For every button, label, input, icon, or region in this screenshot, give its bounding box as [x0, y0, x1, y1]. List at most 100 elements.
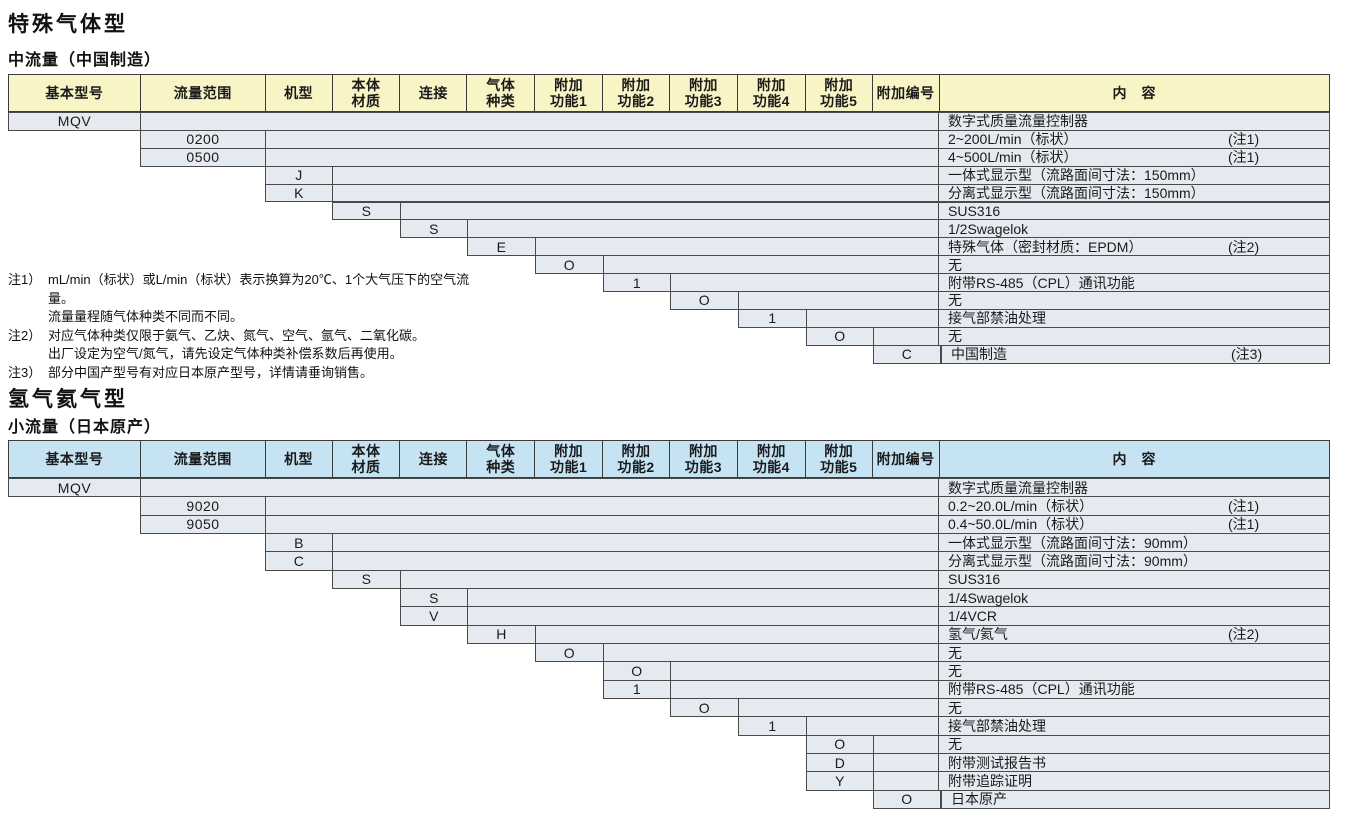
content-text: 附带RS-485（CPL）通讯功能 [948, 274, 1135, 291]
column-header: 附加 功能4 [738, 441, 806, 477]
content-text: 无 [948, 328, 962, 345]
model-code-cell: O [874, 790, 941, 808]
model-code-cell: V [401, 607, 468, 625]
content-cell: 1/4VCR [939, 607, 1329, 624]
column-header: 附加 功能2 [603, 75, 670, 111]
column-header: 附加编号 [873, 75, 940, 111]
row-filler [333, 533, 939, 552]
row-filler [401, 202, 939, 220]
row-filler [333, 166, 939, 184]
content-text: 附带RS-485（CPL）通讯功能 [948, 681, 1135, 698]
model-code-cell: D [807, 753, 874, 772]
footnote-text: 部分中国产型号有对应日本原产型号，详情请垂询销售。 [48, 364, 374, 380]
content-text: 4~500L/min（标状） [948, 149, 1078, 166]
row-filler [468, 607, 939, 625]
table-row: C 分离式显示型（流路面间寸法：90mm） [265, 551, 1330, 571]
model-code-cell: H [468, 625, 536, 643]
footnote-text: mL/min（标状）或L/min（标状）表示换算为20℃、1个大气压下的空气流量… [48, 272, 470, 325]
column-header: 本体 材质 [333, 441, 401, 477]
note-ref: (注1) [1228, 149, 1260, 166]
section-subtitle-small-flow: 小流量（日本原产） [8, 419, 162, 436]
table-header-row: 基本型号 流量范围 机型 本体 材质 连接 气体 种类 附加 功能1 附加 功能2 附加 功能3… [8, 440, 1330, 479]
column-header: 本体 材质 [333, 75, 401, 111]
content-text: 附带追踪证明 [948, 772, 1032, 789]
note-ref: (注1) [1228, 516, 1260, 533]
content-text: 数字式质量流量控制器 [948, 479, 1088, 496]
model-code-cell: B [266, 533, 333, 552]
model-code-cell: S [333, 202, 401, 220]
content-text: 无 [948, 292, 962, 309]
content-text: 分离式显示型（流路面间寸法：90mm） [948, 552, 1197, 569]
model-code-cell: MQV [9, 479, 141, 497]
content-cell: 中国制造 (注3) [942, 346, 1332, 363]
model-code-cell: O [807, 327, 874, 345]
row-filler [941, 345, 942, 363]
row-filler [333, 184, 939, 202]
column-header: 流量范围 [141, 75, 266, 111]
content-text: 氢气/氦气 [948, 626, 1008, 643]
column-header: 附加 功能1 [535, 441, 604, 477]
content-cell: 无 [939, 699, 1329, 716]
table-row: C 中国制造 (注3) [873, 344, 1332, 364]
column-header: 附加 功能3 [670, 441, 738, 477]
row-filler [807, 309, 939, 327]
table-row: S 1/2Swagelok [400, 219, 1330, 239]
footnotes: 注1） mL/min（标状）或L/min（标状）表示换算为20℃、1个大气压下的空… [8, 271, 488, 383]
content-cell: 附带RS-485（CPL）通讯功能 [939, 274, 1329, 291]
model-code-cell: O [671, 292, 739, 309]
row-filler [468, 588, 939, 607]
model-code-cell: E [468, 238, 536, 256]
content-cell: 数字式质量流量控制器 [939, 113, 1329, 130]
table-header-row: 基本型号 流量范围 机型 本体 材质 连接 气体 种类 附加 功能1 附加 功能2 附加 功能3… [8, 74, 1330, 113]
footnote-text: 对应气体种类仅限于氨气、乙炔、氮气、空气、氩气、二氧化碳。 出厂设定为空气/氮气… [48, 327, 426, 362]
table-row: MQV 数字式质量流量控制器 [8, 112, 1330, 131]
model-code-cell: O [536, 643, 604, 662]
model-code-cell: O [807, 735, 874, 753]
content-cell: 无 [939, 644, 1329, 661]
row-filler [874, 327, 939, 345]
model-code-cell: 1 [604, 680, 671, 698]
row-filler [874, 772, 939, 790]
content-cell: 接气部禁油处理 [939, 717, 1329, 734]
content-text: 分离式显示型（流路面间寸法：150mm） [948, 185, 1205, 202]
content-cell: 2~200L/min（标状） (注1) [939, 131, 1329, 148]
row-filler [333, 552, 939, 570]
content-text: 0.2~20.0L/min（标状） [948, 498, 1094, 514]
content-cell: 无 [939, 736, 1329, 753]
content-cell: 附带RS-485（CPL）通讯功能 [939, 681, 1329, 698]
content-cell: 附带测试报告书 [939, 754, 1329, 771]
content-text: 0.4~50.0L/min（标状） [948, 516, 1094, 533]
table-row: S 1/4Swagelok [400, 587, 1330, 608]
table-row: S SUS316 [332, 201, 1330, 221]
content-text: 无 [948, 662, 962, 679]
row-filler [141, 113, 939, 130]
row-filler [671, 274, 939, 291]
row-filler [266, 148, 939, 166]
footnote: 注1） mL/min（标状）或L/min（标状）表示换算为20℃、1个大气压下的空… [8, 271, 488, 327]
content-text: 无 [948, 256, 962, 273]
column-header: 附加 功能4 [738, 75, 806, 111]
content-cell: 日本原产 [942, 791, 1332, 808]
content-text: 无 [948, 644, 962, 661]
table-row: J 一体式显示型（流路面间寸法：150mm） [265, 165, 1330, 185]
column-header: 基本型号 [9, 75, 141, 111]
section-title-hydrogen-helium: 氢气氦气型 [8, 388, 128, 411]
column-header: 流量范围 [141, 441, 266, 477]
row-filler [266, 515, 939, 533]
row-filler [807, 717, 939, 735]
column-header: 附加 功能1 [535, 75, 604, 111]
model-code-cell: C [266, 552, 333, 570]
column-header: 连接 [400, 441, 468, 477]
content-text: 1/4VCR [948, 607, 998, 624]
content-cell: 分离式显示型（流路面间寸法：90mm） [939, 552, 1329, 569]
table-row: H 氢气/氦气 (注2) [467, 624, 1330, 644]
column-header: 气体 种类 [467, 75, 536, 111]
row-filler [874, 735, 939, 753]
table-row: 1 接气部禁油处理 [738, 308, 1330, 328]
table-row: 0500 4~500L/min（标状） (注1) [140, 147, 1330, 167]
model-code-cell: MQV [9, 113, 141, 130]
content-cell: 0.2~20.0L/min（标状） (注1) [939, 497, 1329, 514]
content-cell: 无 [939, 292, 1329, 309]
